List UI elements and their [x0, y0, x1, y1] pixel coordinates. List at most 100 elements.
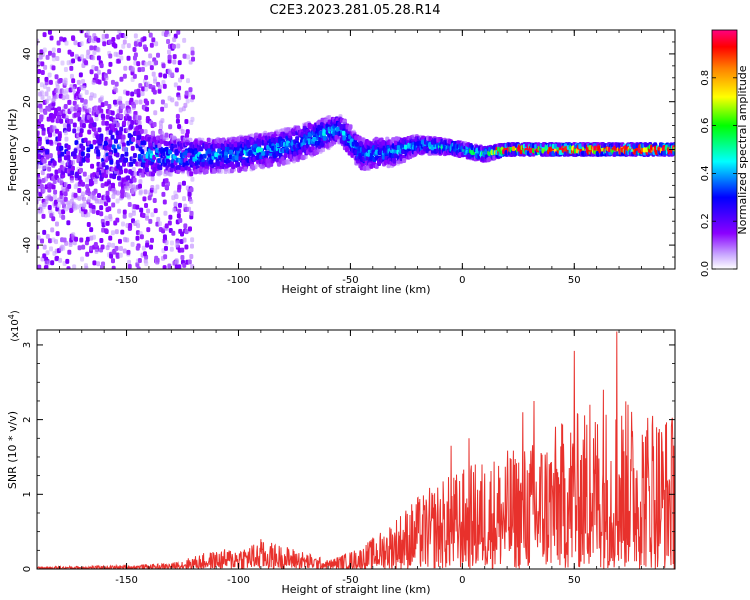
spectrogram-cell — [92, 122, 97, 128]
x-tick-label: -150 — [115, 575, 138, 586]
spectrogram-cell — [137, 183, 142, 189]
colorbar-tick-label: 0.2 — [700, 213, 711, 229]
spectrogram-cell — [89, 227, 94, 233]
spectrogram-cell — [80, 181, 85, 187]
spectrogram-cell — [67, 99, 72, 105]
spectrogram-cell — [116, 134, 121, 140]
spectrogram-cell — [131, 167, 136, 173]
spectrogram-cell — [54, 239, 59, 245]
spectrogram-cell — [101, 120, 106, 126]
spectrogram-cell — [77, 187, 82, 193]
spectrogram-cell — [167, 58, 172, 64]
spectrogram-cell — [128, 183, 133, 189]
spectrogram-cell — [184, 244, 189, 250]
spectrogram-cell — [70, 165, 75, 171]
spectrogram-cell — [104, 75, 109, 81]
spectrogram-cell — [164, 132, 169, 138]
spectrogram-cell — [234, 155, 239, 161]
spectrogram-cell — [125, 185, 130, 191]
spectrogram-cell — [177, 60, 182, 66]
spectrogram-cell — [87, 129, 92, 135]
spectrogram-cell — [391, 137, 396, 143]
spectrogram-cell — [105, 220, 110, 226]
spectrogram-cell — [164, 223, 169, 229]
colorbar-tick-label: 0.6 — [700, 118, 711, 134]
spectrogram-cell — [130, 119, 135, 125]
spectrogram-cell — [37, 122, 41, 128]
spectrogram-cell — [115, 217, 120, 223]
spectrogram-cell — [137, 134, 142, 140]
spectrogram-cell — [92, 260, 97, 266]
spectrogram-cell — [160, 118, 165, 124]
spectrogram-cell — [64, 136, 69, 142]
spectrogram-cell — [137, 257, 142, 263]
spectrogram-cell — [136, 92, 141, 98]
spectrogram-cell — [144, 261, 149, 267]
spectrogram-cell — [86, 49, 91, 55]
spectrogram-cell — [127, 109, 132, 115]
spectrogram-cell — [77, 245, 82, 251]
spectrogram-cell — [108, 130, 113, 136]
spectrogram-cell — [48, 79, 53, 85]
spectrogram-cell — [190, 46, 195, 52]
spectrogram-cell — [164, 178, 169, 184]
spectrogram-cell — [110, 230, 115, 236]
spectrogram-cell — [135, 219, 140, 225]
spectrogram-cell — [396, 145, 401, 151]
spectrogram-cell — [84, 89, 89, 95]
spectrogram-cell — [132, 73, 137, 79]
spectrogram-cell — [56, 145, 61, 151]
spectrogram-cell — [166, 38, 171, 44]
spectrogram-cell — [154, 60, 159, 66]
spectrogram-cell — [153, 188, 158, 194]
spectrogram-cell — [64, 240, 69, 246]
spectrogram-cell — [47, 166, 52, 172]
spectrogram-cell — [122, 248, 127, 254]
spectrogram-cell — [298, 149, 303, 155]
spectrogram-cell — [393, 153, 398, 159]
spectrogram-cell — [169, 240, 174, 246]
spectrogram-cell — [91, 64, 96, 70]
spectrogram-cell — [108, 139, 113, 145]
spectrogram-cell — [191, 94, 196, 100]
spectrogram-cell — [44, 91, 49, 97]
spectrogram-cell — [66, 144, 71, 150]
spectrogram-cell — [164, 239, 169, 245]
spectrogram-cell — [158, 72, 163, 78]
spectrogram-cell — [261, 150, 266, 156]
spectrogram-cell — [100, 113, 105, 119]
y-tick-label: -40 — [22, 237, 33, 253]
y-tick-label: 3 — [22, 342, 33, 348]
spectrogram-cell — [38, 103, 43, 109]
spectrogram-cell — [347, 126, 352, 132]
spectrogram-cell — [150, 99, 155, 105]
spectrogram-cell — [135, 204, 140, 210]
spectrogram-cell — [203, 143, 208, 149]
spectrogram-cell — [135, 235, 140, 241]
spectrogram-cell — [50, 260, 55, 266]
spectrogram-cell — [152, 198, 157, 204]
spectrogram-cell — [121, 43, 126, 49]
spectrogram-cell — [83, 137, 88, 143]
spectrogram-cell — [120, 188, 125, 194]
spectrogram-cell — [40, 94, 45, 100]
spectrogram-cell — [132, 177, 137, 183]
snr-series-line — [37, 331, 675, 569]
spectrogram-cell — [138, 124, 143, 130]
spectrogram-cell — [47, 205, 52, 211]
spectrogram-cell — [39, 90, 44, 96]
spectrogram-cell — [96, 69, 101, 75]
spectrogram-cell — [155, 184, 160, 190]
spectrogram-cell — [95, 46, 100, 52]
spectrogram-cell — [169, 167, 174, 173]
spectrogram-cell — [175, 240, 180, 246]
spectrogram-cell — [165, 141, 170, 147]
spectrogram-cell — [206, 137, 211, 143]
spectrogram-cell — [58, 78, 63, 84]
spectrogram-cell — [126, 249, 131, 255]
spectrogram-x-label: Height of straight line (km) — [281, 283, 430, 296]
spectrogram-cell — [140, 149, 145, 155]
spectrogram-cell — [93, 188, 98, 194]
spectrogram-cell — [44, 199, 49, 205]
